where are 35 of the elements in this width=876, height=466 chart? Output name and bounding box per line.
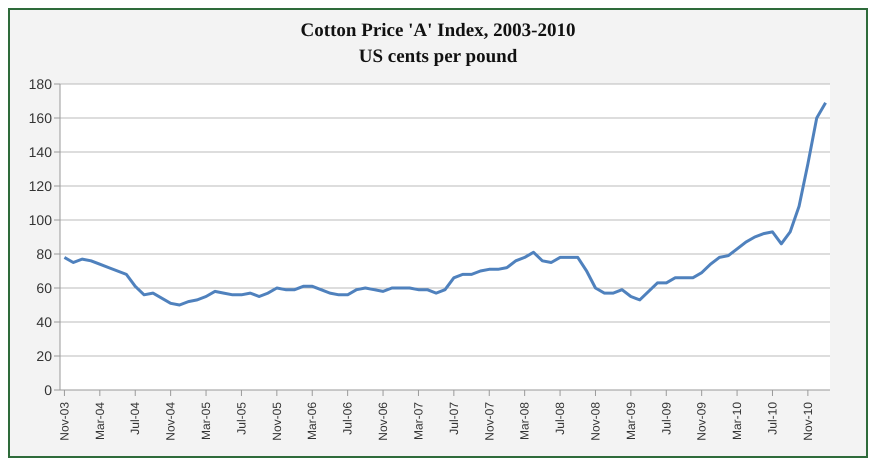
x-tick-label: Mar-06 bbox=[305, 402, 320, 440]
x-tick-label: Jul-08 bbox=[553, 402, 568, 435]
y-tick-label: 140 bbox=[28, 144, 52, 160]
x-tick-label: Nov-09 bbox=[694, 402, 709, 441]
x-tick-label: Jul-04 bbox=[128, 402, 142, 435]
y-tick-label: 160 bbox=[28, 110, 52, 126]
x-tick-label: Nov-07 bbox=[482, 402, 496, 441]
x-tick-label: Nov-10 bbox=[800, 402, 815, 441]
x-tick-label: Mar-08 bbox=[518, 402, 532, 440]
x-tick-label: Jul-10 bbox=[765, 402, 780, 435]
chart-title: Cotton Price 'A' Index, 2003-2010 bbox=[300, 19, 576, 43]
y-tick-label: 40 bbox=[36, 314, 52, 330]
x-tick-label: Nov-04 bbox=[164, 402, 178, 441]
x-tick-label: Mar-04 bbox=[92, 402, 107, 440]
x-tick-label: Mar-05 bbox=[199, 402, 214, 440]
x-tick-label: Mar-09 bbox=[624, 402, 638, 440]
line-series bbox=[62, 101, 828, 306]
x-tick-label: Nov-03 bbox=[57, 402, 72, 441]
y-tick-label: 20 bbox=[36, 348, 52, 364]
y-tick-label: 0 bbox=[44, 382, 52, 398]
x-tick-label: Jul-05 bbox=[234, 402, 248, 435]
chart-subtitle: US cents per pound bbox=[358, 45, 518, 69]
y-tick-label: 60 bbox=[36, 280, 52, 296]
x-tick-label: Jul-07 bbox=[446, 402, 461, 435]
x-tick-label: Mar-07 bbox=[411, 402, 426, 440]
x-tick-label: Jul-09 bbox=[659, 402, 674, 435]
y-tick-label: 180 bbox=[28, 76, 52, 92]
x-tick-label: Mar-10 bbox=[730, 402, 744, 440]
y-tick-label: 120 bbox=[28, 178, 52, 194]
y-tick-label: 100 bbox=[28, 212, 52, 228]
y-tick-label: 80 bbox=[36, 246, 52, 262]
x-tick-label: Nov-06 bbox=[376, 402, 390, 441]
x-tick-label: Nov-08 bbox=[588, 402, 602, 441]
x-tick-label: Nov-05 bbox=[270, 402, 284, 441]
x-tick-label: Jul-06 bbox=[340, 402, 355, 435]
